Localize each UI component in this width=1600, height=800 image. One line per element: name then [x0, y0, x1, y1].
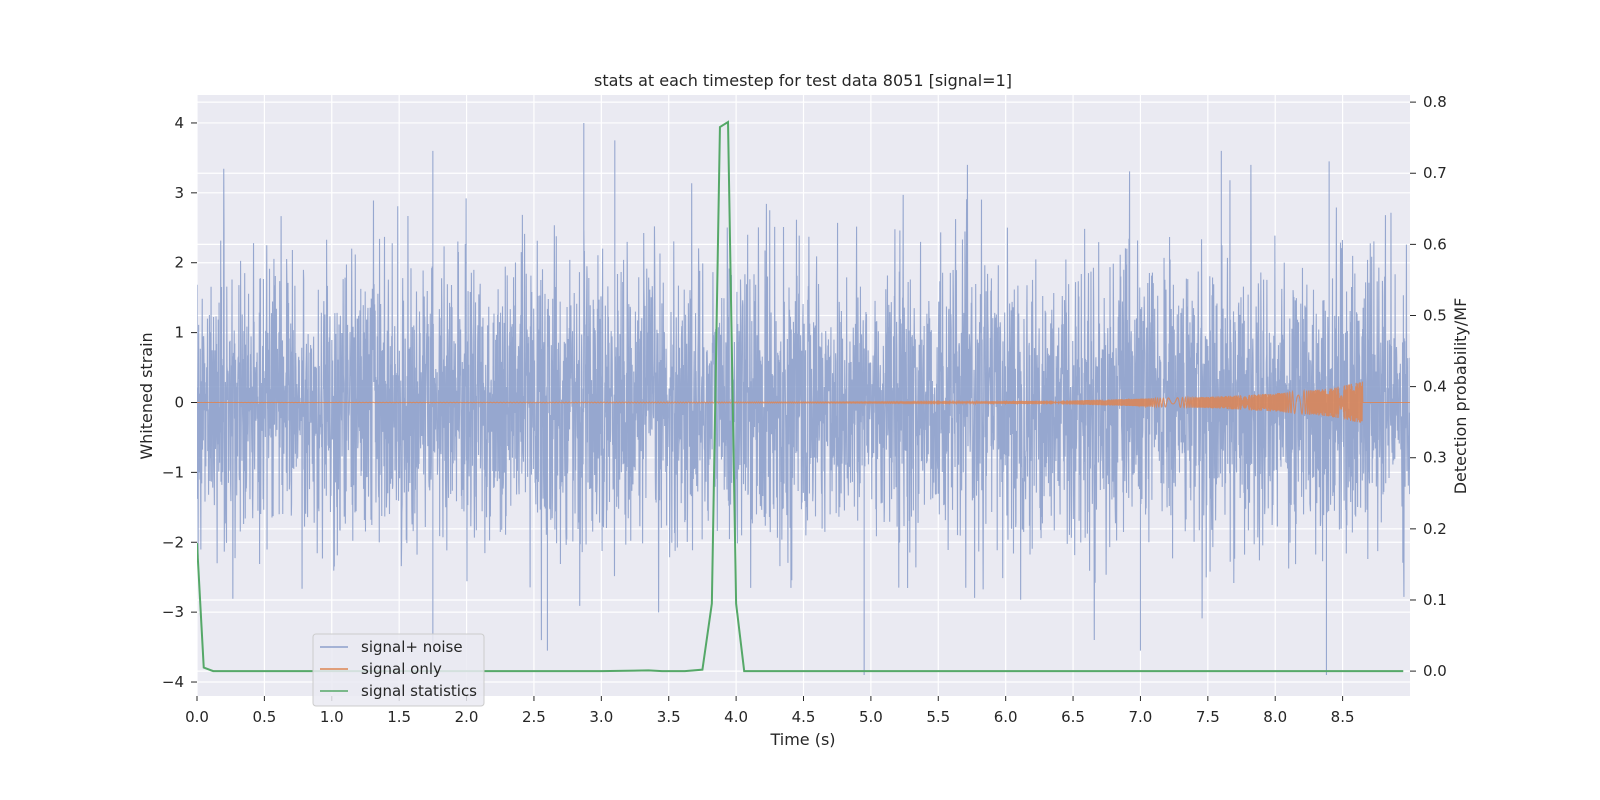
signal-only-line: [197, 381, 1410, 423]
signal-noise-series: [197, 122, 1410, 676]
y2-tick-label: 0.3: [1423, 449, 1447, 467]
x-axis-label: Time (s): [769, 730, 835, 749]
y-tick-label: −4: [162, 673, 184, 691]
y2-tick-label: 0.7: [1423, 164, 1447, 182]
x-tick-label: 0.5: [252, 708, 276, 726]
y2-axis-label: Detection probability/MF: [1451, 298, 1470, 495]
x-tick-label: 1.0: [320, 708, 344, 726]
x-tick-label: 4.0: [724, 708, 748, 726]
x-tick-label: 5.5: [926, 708, 950, 726]
y-tick-label: 1: [174, 324, 184, 342]
legend: signal+ noise signal only signal statist…: [312, 633, 485, 707]
x-tick-label: 7.0: [1129, 708, 1153, 726]
y2-tick-label: 0.1: [1423, 591, 1447, 609]
y-axis-label: Whitened strain: [137, 332, 156, 459]
y-tick-label: 0: [174, 393, 184, 411]
y-tick-label: 4: [174, 114, 184, 132]
y-tick-label: −2: [162, 533, 184, 551]
y2-tick-label: 0.2: [1423, 520, 1447, 538]
x-tick-label: 2.0: [455, 708, 479, 726]
x-tick-label: 5.0: [859, 708, 883, 726]
x-tick-label: 1.5: [387, 708, 411, 726]
legend-label-signal-statistics: signal statistics: [361, 682, 477, 700]
y2-tick-label: 0.6: [1423, 235, 1447, 253]
y-tick-label: 3: [174, 184, 184, 202]
y-tick-label: −1: [162, 463, 184, 481]
x-tick-label: 3.5: [657, 708, 681, 726]
signal-only-series: [197, 381, 1410, 423]
y2-tick-label: 0.0: [1423, 662, 1447, 680]
chart-title: stats at each timestep for test data 805…: [594, 71, 1012, 90]
x-tick-label: 3.0: [589, 708, 613, 726]
legend-box: [312, 633, 485, 707]
x-tick-label: 8.0: [1263, 708, 1287, 726]
x-tick-label: 8.5: [1331, 708, 1355, 726]
x-tick-label: 6.5: [1061, 708, 1085, 726]
legend-label-signal-noise: signal+ noise: [361, 638, 463, 656]
y-axis-right: 0.8 0.7 0.6 0.5 0.4 0.3 0.2 0.1 0.0: [1410, 93, 1447, 680]
x-tick-label: 2.5: [522, 708, 546, 726]
y-tick-label: 2: [174, 254, 184, 272]
y-tick-label: −3: [162, 603, 184, 621]
x-axis: 0.0 0.5 1.0 1.5 2.0 2.5 3.0 3.5 4.0 4.5 5.0 5.5 6.0 6…: [185, 696, 1355, 726]
x-tick-label: 4.5: [792, 708, 816, 726]
x-tick-label: 6.0: [994, 708, 1018, 726]
y2-tick-label: 0.4: [1423, 378, 1447, 396]
y2-tick-label: 0.5: [1423, 306, 1447, 324]
signal-noise-line: [197, 122, 1410, 676]
x-tick-label: 7.5: [1196, 708, 1220, 726]
legend-label-signal-only: signal only: [361, 660, 442, 678]
y2-tick-label: 0.8: [1423, 93, 1447, 111]
x-tick-label: 0.0: [185, 708, 209, 726]
y-axis-left: 4 3 2 1 0 −1 −2 −3 −4: [162, 114, 197, 691]
